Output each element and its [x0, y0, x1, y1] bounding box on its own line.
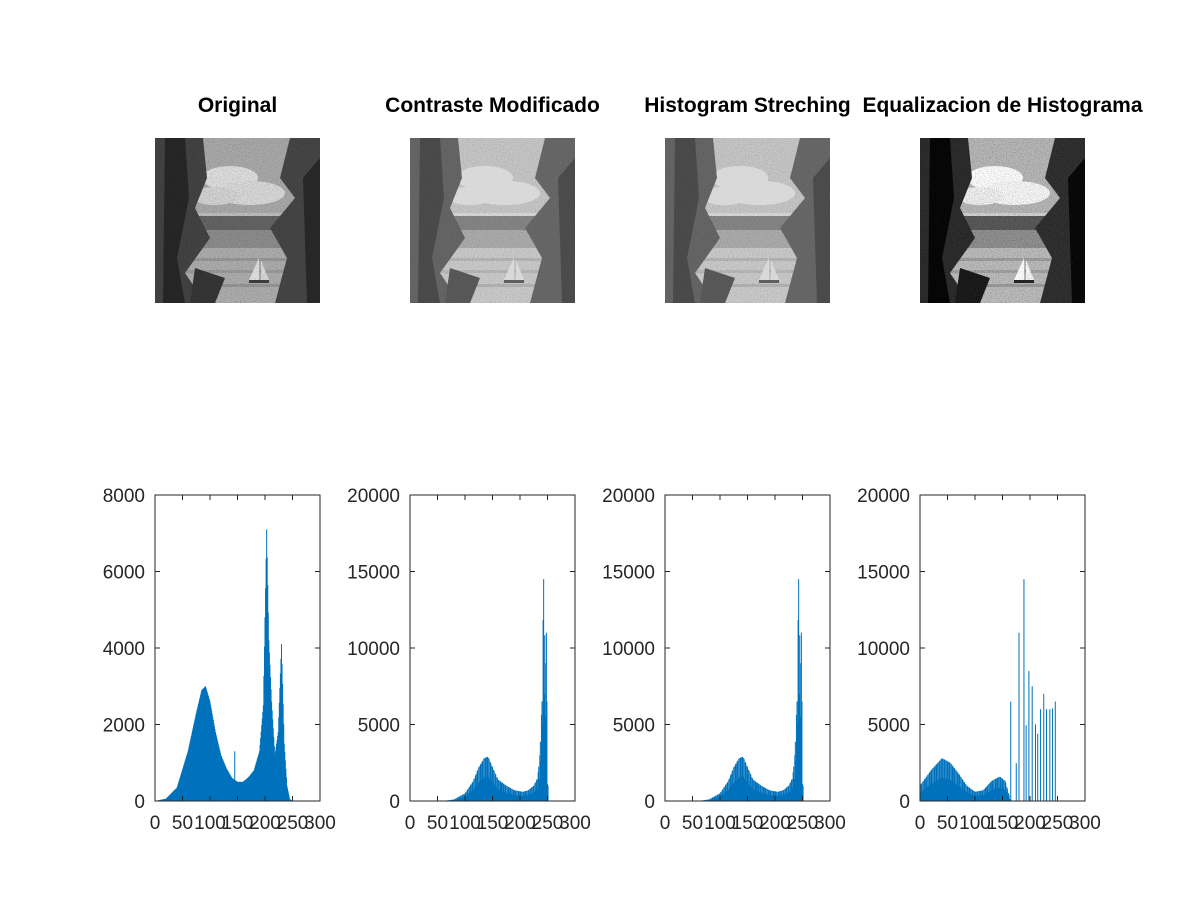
- y-tick-label: 20000: [347, 486, 400, 507]
- x-tick-label: 150: [987, 813, 1019, 834]
- y-tick-label: 0: [134, 792, 145, 813]
- y-tick-label: 20000: [602, 486, 655, 507]
- x-tick-label: 300: [559, 813, 591, 834]
- y-tick-label: 5000: [358, 716, 400, 737]
- grayscale-image: [665, 138, 830, 303]
- x-tick-label: 100: [449, 813, 481, 834]
- x-tick-label: 100: [959, 813, 991, 834]
- y-tick-label: 8000: [103, 486, 145, 507]
- image-title: Original: [198, 94, 277, 117]
- histogram-bars: [155, 529, 293, 801]
- x-tick-label: 300: [1069, 813, 1101, 834]
- x-tick-label: 250: [1042, 813, 1074, 834]
- y-tick-label: 5000: [613, 716, 655, 737]
- x-tick-label: 0: [660, 813, 671, 834]
- x-tick-label: 50: [682, 813, 703, 834]
- y-tick-label: 0: [899, 792, 910, 813]
- image-title: Histogram Streching: [644, 94, 851, 117]
- x-tick-label: 250: [787, 813, 819, 834]
- x-tick-label: 150: [732, 813, 764, 834]
- x-tick-label: 100: [704, 813, 736, 834]
- x-tick-label: 250: [532, 813, 564, 834]
- y-tick-label: 6000: [103, 563, 145, 584]
- axes-box: [154, 494, 321, 802]
- y-tick-label: 15000: [602, 563, 655, 584]
- y-tick-label: 10000: [602, 639, 655, 660]
- x-tick-label: 300: [304, 813, 336, 834]
- x-tick-label: 150: [222, 813, 254, 834]
- x-tick-label: 50: [937, 813, 958, 834]
- x-tick-label: 150: [477, 813, 509, 834]
- x-tick-label: 0: [405, 813, 416, 834]
- image-title: Equalizacion de Histograma: [862, 94, 1142, 117]
- y-tick-label: 15000: [857, 563, 910, 584]
- x-tick-label: 200: [249, 813, 281, 834]
- x-tick-label: 200: [504, 813, 536, 834]
- y-tick-label: 2000: [103, 716, 145, 737]
- x-tick-label: 50: [427, 813, 448, 834]
- grayscale-image: [920, 138, 1085, 303]
- y-tick-label: 0: [389, 792, 400, 813]
- x-tick-label: 50: [172, 813, 193, 834]
- y-tick-label: 5000: [868, 716, 910, 737]
- grayscale-image: [410, 138, 575, 303]
- y-tick-label: 15000: [347, 563, 400, 584]
- x-tick-label: 250: [277, 813, 309, 834]
- x-tick-label: 0: [915, 813, 926, 834]
- x-tick-label: 200: [1014, 813, 1046, 834]
- histogram-bars: [443, 579, 549, 801]
- y-tick-label: 20000: [857, 486, 910, 507]
- axes-box: [919, 494, 1086, 802]
- y-tick-label: 10000: [857, 639, 910, 660]
- x-tick-label: 200: [759, 813, 791, 834]
- y-tick-label: 10000: [347, 639, 400, 660]
- axes-box: [664, 494, 831, 802]
- y-tick-label: 0: [644, 792, 655, 813]
- x-tick-label: 300: [814, 813, 846, 834]
- grayscale-image: [155, 138, 320, 303]
- image-title: Contraste Modificado: [385, 94, 600, 117]
- axes-box: [409, 494, 576, 802]
- x-tick-label: 100: [194, 813, 226, 834]
- histogram-bars: [698, 579, 804, 801]
- x-tick-label: 0: [150, 813, 161, 834]
- histogram-bars: [919, 579, 1056, 801]
- y-tick-label: 4000: [103, 639, 145, 660]
